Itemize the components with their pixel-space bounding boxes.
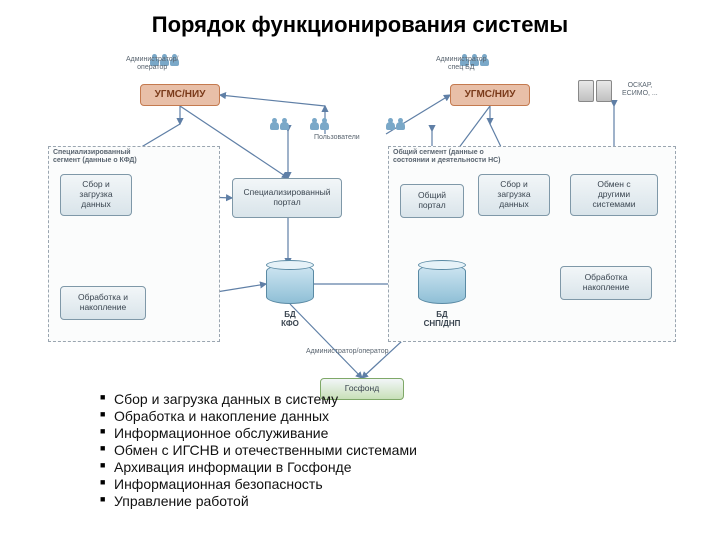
bullet-item: Информационная безопасность bbox=[100, 476, 417, 492]
node-sbor2: Сбор и загрузка данных bbox=[478, 174, 550, 216]
annotation-label: Администратор спец БД bbox=[436, 56, 487, 71]
annotation-label: ОСКАР, ЕСИМО, ... bbox=[622, 82, 658, 97]
annotation-label: Администратор/оператор bbox=[306, 348, 389, 356]
db-dbkfo bbox=[266, 264, 314, 304]
people-icon bbox=[270, 118, 289, 130]
db-label: БД СНП/ДНП bbox=[412, 310, 472, 328]
node-ugms1: УГМС/НИУ bbox=[140, 84, 220, 106]
node-portal2: Общий портал bbox=[400, 184, 464, 218]
bullet-item: Обмен с ИГСНВ и отечественными системами bbox=[100, 442, 417, 458]
bullet-item: Управление работой bbox=[100, 493, 417, 509]
annotation-label: Пользователи bbox=[314, 134, 360, 142]
system-diagram: Специализированный сегмент (данные о КФД… bbox=[30, 46, 690, 386]
bullet-list: Сбор и загрузка данных в системуОбработк… bbox=[60, 391, 417, 510]
db-dbshp bbox=[418, 264, 466, 304]
bullet-item: Сбор и загрузка данных в систему bbox=[100, 391, 417, 407]
people-icon bbox=[386, 118, 405, 130]
node-obr2: Обработка накопление bbox=[560, 266, 652, 300]
node-portal1: Специализированный портал bbox=[232, 178, 342, 218]
node-obmen: Обмен с другими системами bbox=[570, 174, 658, 216]
node-obr1: Обработка и накопление bbox=[60, 286, 146, 320]
segment-label: Общий сегмент (данные о состоянии и деят… bbox=[393, 149, 501, 164]
db-label: БД КФО bbox=[260, 310, 320, 328]
bullet-item: Архивация информации в Госфонде bbox=[100, 459, 417, 475]
people-icon bbox=[310, 118, 329, 130]
bullet-item: Обработка и накопление данных bbox=[100, 408, 417, 424]
node-ugms2: УГМС/НИУ bbox=[450, 84, 530, 106]
bullet-item: Информационное обслуживание bbox=[100, 425, 417, 441]
annotation-label: Администратор/ оператор bbox=[126, 56, 178, 71]
server-icon bbox=[578, 80, 612, 102]
segment-label: Специализированный сегмент (данные о КФД… bbox=[53, 149, 137, 164]
page-title: Порядок функционирования системы bbox=[0, 0, 720, 46]
node-sbor1: Сбор и загрузка данных bbox=[60, 174, 132, 216]
